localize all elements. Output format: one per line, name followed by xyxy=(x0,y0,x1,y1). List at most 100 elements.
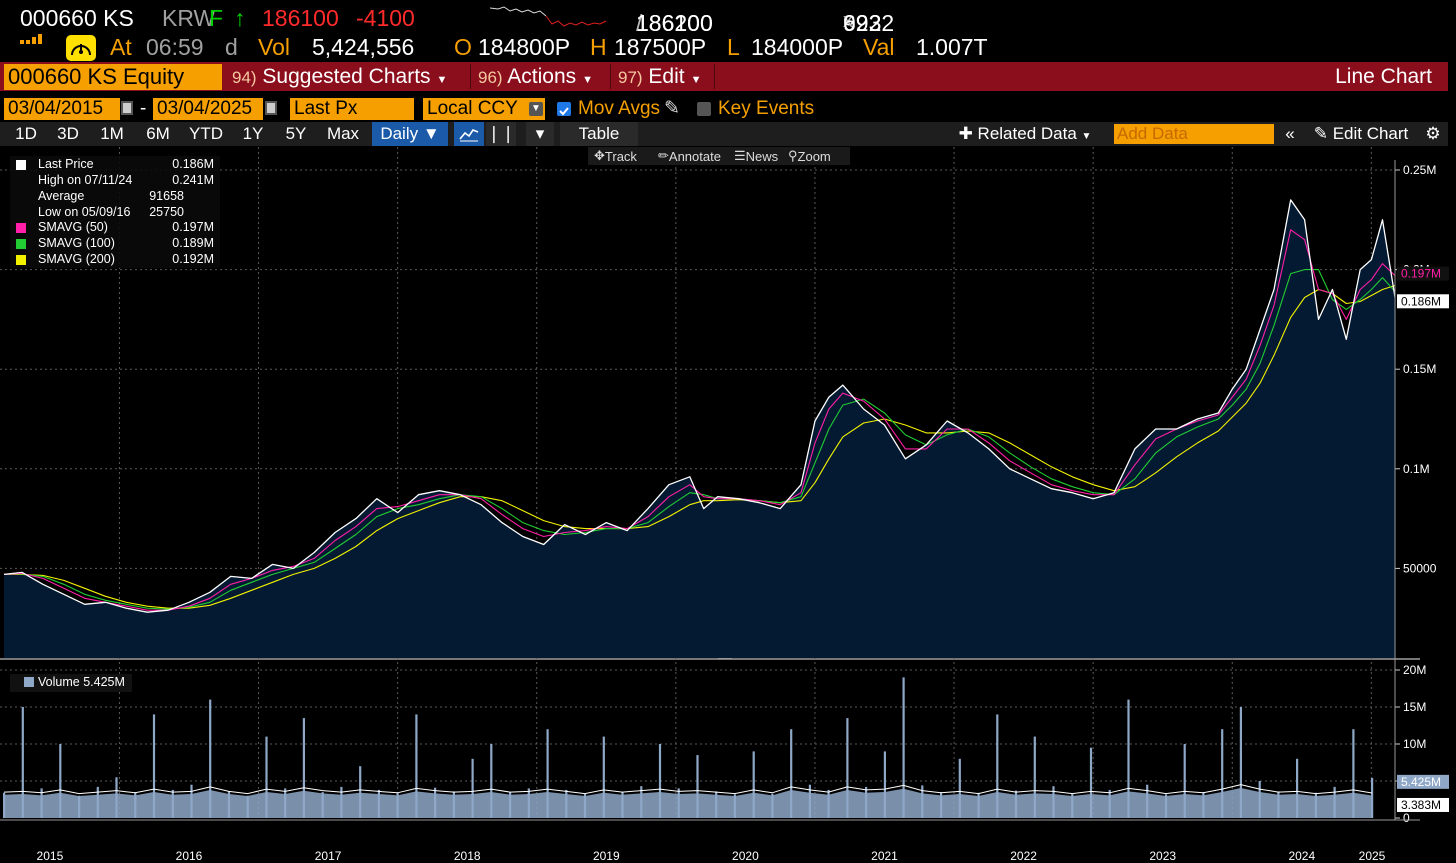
last-price-line xyxy=(3,199,1396,613)
ask-price: 186200 xyxy=(636,10,713,36)
range-1y-button[interactable]: 1Y xyxy=(242,124,264,143)
dropdown-arrow-icon: ▼ xyxy=(690,74,702,86)
related-data-button[interactable]: ✚ Related Data ▼ xyxy=(958,124,1092,143)
range-3d-button[interactable]: 3D xyxy=(57,124,79,143)
line-chart-icon[interactable] xyxy=(454,122,484,146)
range-max-button[interactable]: Max xyxy=(326,124,360,143)
chart-toolbar: 1D 3D 1M 6M YTD 1Y 5Y Max Daily ▼ ❘❘ ▾ T… xyxy=(0,122,1448,146)
end-date-field[interactable]: 03/04/2025 xyxy=(153,98,263,120)
volume-bar xyxy=(302,718,305,818)
legend-row[interactable]: SMAVG (200) 0.192M xyxy=(10,252,220,268)
currency-dropdown-icon[interactable]: ▼ xyxy=(529,102,543,116)
table-button[interactable]: Table xyxy=(560,122,638,146)
chart-settings: 03/04/2015 - 03/04/2025 Last Px Local CC… xyxy=(0,97,1456,121)
legend-row[interactable]: Average 91658 xyxy=(38,189,184,203)
pencil-icon[interactable]: ✎ xyxy=(664,98,680,119)
calendar-icon[interactable] xyxy=(265,101,277,115)
chart-type-dropdown[interactable]: ▾ xyxy=(526,122,554,146)
volume-bar xyxy=(846,718,849,818)
ask-size: 623 xyxy=(843,10,882,36)
legend-row[interactable]: High on 07/11/24 0.241M xyxy=(38,173,214,187)
range-1d-button[interactable]: 1D xyxy=(15,124,37,143)
volume-bar xyxy=(359,766,362,818)
period-select[interactable]: Daily ▼ xyxy=(372,122,448,146)
security-input[interactable]: 000660 KS Equity xyxy=(4,64,222,90)
actions-menu[interactable]: 96) Actions ▼ xyxy=(478,65,594,88)
range-1m-button[interactable]: 1M xyxy=(100,124,124,143)
edit-chart-button[interactable]: ✎ Edit Chart xyxy=(1313,124,1409,143)
suggested-charts-menu[interactable]: 94) Suggested Charts ▼ xyxy=(232,65,448,88)
at-label: At xyxy=(110,34,132,60)
zoom-button[interactable]: ⚲ Zoom xyxy=(788,148,831,164)
chart-type-title: Line Chart xyxy=(1335,65,1432,88)
volume-bar xyxy=(152,714,156,818)
x-tick-label: 2024 xyxy=(1288,849,1315,863)
legend-row[interactable]: Low on 05/09/16 25750 xyxy=(38,205,184,219)
currency-select[interactable]: Local CCY xyxy=(423,98,545,120)
legend-row[interactable]: SMAVG (50) 0.197M xyxy=(10,220,220,236)
time-suffix: d xyxy=(225,34,238,60)
range-ytd-button[interactable]: YTD xyxy=(189,124,223,143)
plus-icon: ✚ xyxy=(958,124,973,143)
track-button[interactable]: ✥ Track xyxy=(594,148,637,164)
range-6m-button[interactable]: 6M xyxy=(146,124,170,143)
calendar-icon[interactable] xyxy=(121,101,133,115)
x-tick-label: 2015 xyxy=(37,849,64,863)
volume-bar xyxy=(1239,707,1242,818)
x-tick-label: 2018 xyxy=(454,849,481,863)
start-date-field[interactable]: 03/04/2015 xyxy=(4,98,120,120)
last-price: 186100 xyxy=(262,5,339,31)
volume-value: 5,424,556 xyxy=(312,34,415,60)
x-tick-label: 2025 xyxy=(1359,849,1386,863)
x-tick-label: 2022 xyxy=(1010,849,1037,863)
volume-bar xyxy=(996,714,999,818)
volume-bar xyxy=(752,751,755,818)
dropdown-arrow-icon: ▼ xyxy=(436,74,448,86)
speedometer-icon[interactable] xyxy=(66,35,96,61)
volume-bar xyxy=(209,699,212,818)
quote-time: 06:59 xyxy=(146,34,204,60)
volume-bar xyxy=(902,677,905,818)
quote-stats: At 06:59 d Vol 5,424,556 O 184800P H 187… xyxy=(0,32,1456,62)
actions-label: Actions xyxy=(507,65,577,88)
x-tick-label: 2016 xyxy=(176,849,203,863)
quote-header: 000660 KS KRW F ↑ 186100 -4100 186100/18… xyxy=(20,5,895,36)
gear-icon[interactable]: ⚙ xyxy=(1425,124,1441,143)
pencil-icon: ✎ xyxy=(1313,124,1328,143)
mov-avgs-checkbox[interactable] xyxy=(557,102,571,116)
high-value: 187500P xyxy=(614,34,707,60)
volume-tick-label: 15M xyxy=(1403,700,1426,714)
x-tick-label: 2021 xyxy=(871,849,898,863)
volume-bar xyxy=(1221,729,1224,818)
volume-area xyxy=(4,788,1372,818)
add-data-input[interactable]: Add Data xyxy=(1114,124,1274,144)
volume-bar xyxy=(1296,758,1299,818)
y-tick-label: 0.15M xyxy=(1403,362,1436,376)
command-bar: 94) Suggested Charts ▼ 96) Actions ▼ 97) E… xyxy=(0,62,1448,91)
volume-bar xyxy=(415,714,418,818)
sma50-value-tag: 0.197M xyxy=(1401,267,1441,281)
key-events-checkbox[interactable] xyxy=(697,102,711,116)
legend-row[interactable]: SMAVG (100) 0.189M xyxy=(10,236,220,252)
field-select[interactable]: Last Px xyxy=(290,98,414,120)
volume-bar xyxy=(790,729,793,818)
bid-size: 9922 xyxy=(843,10,895,36)
legend-row[interactable]: Last Price 0.186M xyxy=(10,157,220,173)
range-5y-button[interactable]: 5Y xyxy=(285,124,307,143)
low-label: L xyxy=(727,34,740,60)
news-button[interactable]: ☰ News xyxy=(734,148,779,164)
volume-value-tag-bg xyxy=(1397,774,1449,789)
candlestick-icon[interactable]: ❘❘ xyxy=(486,122,516,146)
annotate-button[interactable]: ✏ Annotate xyxy=(658,148,721,164)
volume-bar xyxy=(471,758,474,818)
bid-price: 186100 xyxy=(636,10,713,36)
high-label: H xyxy=(590,34,607,60)
intraday-sparkline xyxy=(490,6,607,27)
ticker: 000660 KS xyxy=(20,5,134,31)
mov-avgs-label: Mov Avgs xyxy=(578,98,661,119)
edit-menu[interactable]: 97) Edit ▼ xyxy=(618,65,702,88)
collapse-icon[interactable]: « xyxy=(1285,124,1295,143)
dropdown-arrow-icon: ▼ xyxy=(422,124,440,143)
volume-bar xyxy=(1371,777,1374,818)
